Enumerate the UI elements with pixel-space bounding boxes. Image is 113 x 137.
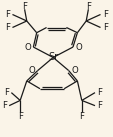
- Text: O: O: [71, 66, 77, 75]
- Text: F: F: [4, 88, 9, 97]
- Text: F: F: [97, 88, 102, 97]
- Text: F: F: [5, 23, 10, 32]
- Text: F: F: [79, 112, 84, 121]
- Text: F: F: [18, 112, 22, 121]
- Text: O: O: [28, 66, 35, 75]
- Text: F: F: [2, 101, 7, 110]
- Text: O: O: [24, 43, 31, 52]
- Text: F: F: [102, 23, 107, 32]
- Text: Sr: Sr: [48, 52, 58, 62]
- Text: F: F: [97, 101, 102, 110]
- Text: F: F: [85, 2, 90, 11]
- Text: O: O: [74, 43, 81, 52]
- Text: F: F: [5, 10, 10, 19]
- Text: F: F: [102, 10, 107, 19]
- Text: F: F: [22, 2, 27, 11]
